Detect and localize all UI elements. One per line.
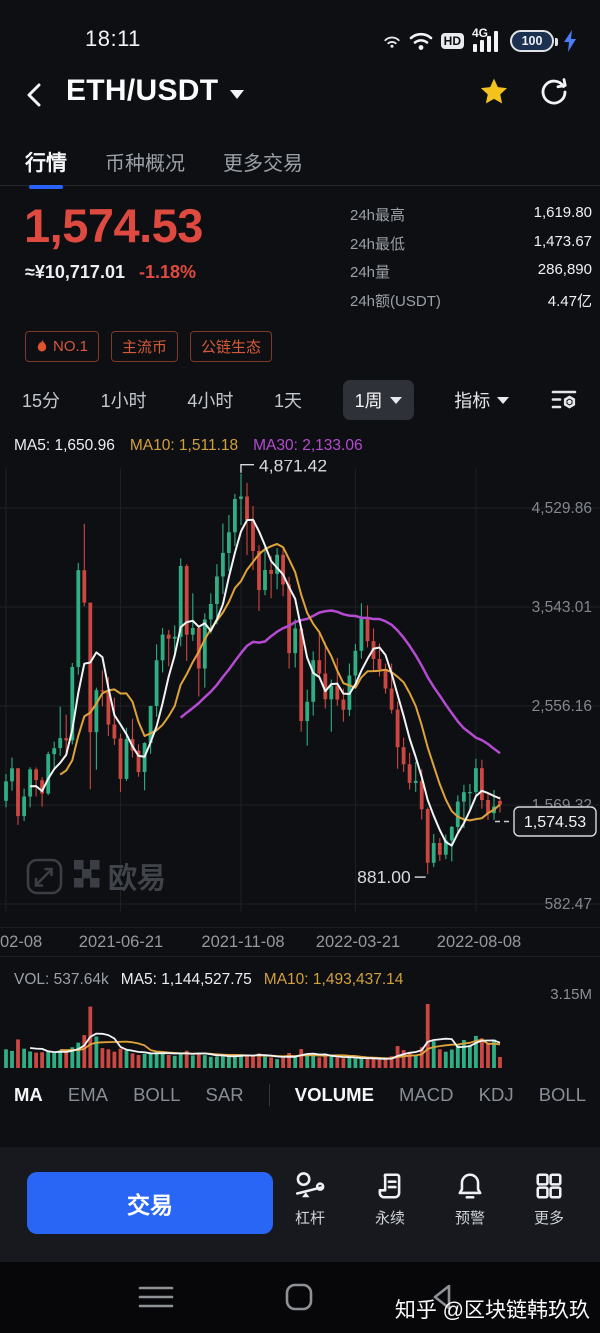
- ind-tab-boll[interactable]: BOLL: [133, 1084, 181, 1105]
- svg-text:4,871.42: 4,871.42: [259, 460, 327, 476]
- leverage-scale-icon: [295, 1172, 325, 1198]
- tab-more-trading[interactable]: 更多交易: [223, 153, 303, 175]
- stat-row: 24h最高 1,619.80: [350, 204, 592, 224]
- svg-text:4,529.86: 4,529.86: [532, 500, 592, 517]
- ind-tab-kdj[interactable]: KDJ: [478, 1084, 514, 1105]
- divider: [268, 1084, 270, 1106]
- tf-4hour[interactable]: 4小时: [187, 391, 234, 411]
- chevron-down-icon: [389, 396, 402, 404]
- indicator-dropdown[interactable]: 指标: [454, 387, 510, 413]
- wifi-secondary-icon: [383, 33, 401, 49]
- tab-coin-overview[interactable]: 币种概况: [105, 153, 185, 175]
- ind-tab-sar[interactable]: SAR: [205, 1084, 244, 1105]
- signal-4g-icon: 4G: [472, 26, 502, 54]
- perpetual-contract-icon: [378, 1173, 401, 1199]
- svg-text:881.00: 881.00: [357, 867, 411, 887]
- tf-selected-1week[interactable]: 1周: [342, 380, 414, 420]
- back-button[interactable]: [22, 78, 52, 112]
- svg-text:2,556.16: 2,556.16: [532, 698, 592, 715]
- back-nav-button[interactable]: [428, 1282, 458, 1312]
- ind-tab-ma[interactable]: MA: [14, 1084, 43, 1105]
- hd-badge: HD: [440, 33, 464, 49]
- watermark-text: 知乎 @区块链韩玖玖: [394, 1299, 590, 1322]
- price-chart-canvas[interactable]: 欧易 4,529.86 3,543.01 2,556.16 1,569.32 582.47…: [0, 460, 600, 925]
- ma10-label: MA10: 1,511.18: [129, 437, 239, 454]
- price-change: -1.18%: [138, 262, 197, 282]
- pair-title[interactable]: ETH/USDT: [66, 74, 219, 107]
- charging-bolt-icon: [562, 29, 578, 53]
- status-bar: 18:11 HD 4G 100: [0, 0, 600, 62]
- x-tick: 2022-03-21: [315, 933, 401, 951]
- pair-dropdown-caret[interactable]: [230, 90, 244, 99]
- status-icons: HD 4G 100: [383, 26, 578, 54]
- x-tick: 02-08: [0, 933, 43, 951]
- ma30-label: MA30: 2,133.06: [253, 437, 363, 454]
- stat-row: 24h额(USDT) 4.47亿: [350, 292, 592, 310]
- vol-ma5-label: MA5: 1,144,527.75: [120, 971, 252, 988]
- badge-row: NO.1 主流币 公链生态: [25, 331, 273, 362]
- more-action[interactable]: 更多: [511, 1171, 587, 1228]
- vol-label: VOL: 537.64k: [14, 971, 109, 988]
- indicator-tabs: MA EMA BOLL SAR VOLUME MACD KDJ BOLL: [0, 1074, 600, 1116]
- home-button[interactable]: [284, 1282, 314, 1312]
- x-tick: 2022-08-08: [436, 933, 522, 951]
- x-axis: 02-08 2021-06-21 2021-11-08 2022-03-21 2…: [0, 927, 600, 957]
- stat-row: 24h最低 1,473.67: [350, 232, 592, 253]
- alert-action[interactable]: 预警: [432, 1171, 508, 1228]
- vol-ma10-label: MA10: 1,493,437.14: [263, 971, 404, 988]
- favorite-star-icon[interactable]: [478, 76, 510, 108]
- x-tick: 2021-06-21: [78, 933, 164, 951]
- chart-settings-icon[interactable]: [550, 386, 578, 414]
- wifi-icon: [409, 31, 433, 51]
- bell-icon: [458, 1173, 482, 1199]
- ma5-label: MA5: 1,650.96: [14, 437, 115, 454]
- tf-1day[interactable]: 1天: [273, 391, 302, 411]
- volume-chart-canvas[interactable]: [0, 995, 600, 1070]
- tf-1hour[interactable]: 1小时: [100, 391, 147, 411]
- grid-more-icon: [536, 1173, 562, 1199]
- clock: 18:11: [85, 26, 141, 51]
- tab-market[interactable]: 行情: [25, 147, 67, 189]
- flame-icon: [37, 339, 47, 352]
- leverage-action[interactable]: 杠杆: [272, 1171, 348, 1228]
- recents-button[interactable]: [138, 1284, 174, 1310]
- ind-tab-macd[interactable]: MACD: [399, 1084, 454, 1105]
- tf-15min[interactable]: 15分: [22, 391, 61, 411]
- x-tick: 2021-11-08: [201, 933, 285, 951]
- svg-text:1,574.53: 1,574.53: [524, 814, 586, 831]
- android-nav-bar: 知乎 @区块链韩玖玖: [0, 1262, 600, 1333]
- volume-legend: VOL: 537.64k MA5: 1,144,527.75 MA10: 1,4…: [14, 971, 403, 989]
- ind-tab-boll2[interactable]: BOLL: [538, 1084, 586, 1105]
- fiat-price-row: ≈¥10,717.01 -1.18%: [25, 262, 196, 283]
- badge-public-chain[interactable]: 公链生态: [190, 331, 273, 362]
- badge-no1[interactable]: NO.1: [25, 331, 100, 362]
- volume-scale-max: 3.15M: [550, 986, 592, 1003]
- brand-watermark: 欧易: [26, 858, 166, 895]
- header: ETH/USDT: [0, 66, 600, 124]
- ma-legend: MA5: 1,650.96 MA10: 1,511.18 MA30: 2,133…: [14, 437, 363, 455]
- refresh-icon[interactable]: [538, 76, 570, 108]
- svg-text:欧易: 欧易: [108, 862, 166, 895]
- svg-text:3,543.01: 3,543.01: [532, 599, 592, 616]
- ind-tab-ema[interactable]: EMA: [67, 1084, 108, 1105]
- ind-tab-volume[interactable]: VOLUME: [294, 1084, 374, 1105]
- timeframe-row: 15分 1小时 4小时 1天 1周 指标: [0, 378, 600, 422]
- last-price: 1,574.53: [24, 199, 203, 252]
- badge-mainstream[interactable]: 主流币: [111, 331, 179, 362]
- battery-indicator: 100: [510, 30, 558, 52]
- top-tabs: 行情 币种概况 更多交易: [0, 138, 600, 189]
- stat-row: 24h量 286,890: [350, 261, 592, 281]
- action-bar: 交易 杠杆 永续 预警 更多: [0, 1147, 600, 1262]
- trade-button[interactable]: 交易: [27, 1172, 273, 1234]
- fiat-price: ≈¥10,717.01: [25, 262, 125, 282]
- stats-panel: 24h最高 1,619.80 24h最低 1,473.67 24h量 286,890 …: [350, 204, 592, 318]
- perpetual-action[interactable]: 永续: [352, 1171, 428, 1228]
- svg-text:582.47: 582.47: [545, 896, 592, 913]
- chevron-down-icon: [497, 396, 510, 404]
